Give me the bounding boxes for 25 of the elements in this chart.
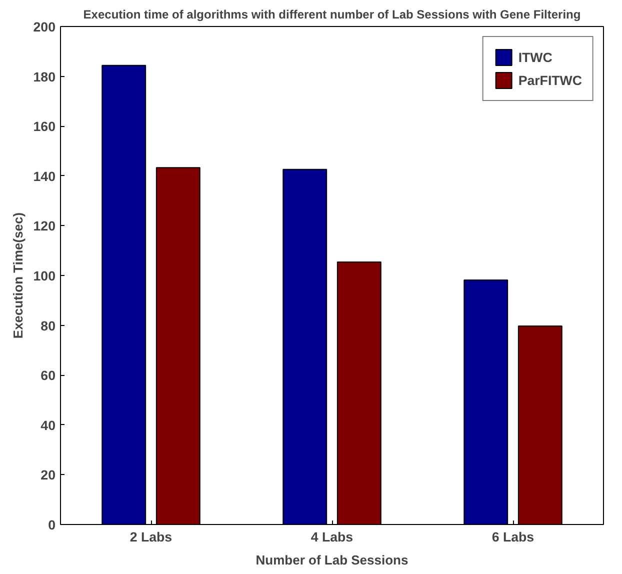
y-tick-label: 40 [40,418,56,433]
y-tick-label: 160 [33,119,56,134]
legend-label: ITWC [518,50,552,64]
y-tick-label: 60 [40,368,56,384]
y-tick-label: 100 [33,268,56,284]
bar [282,168,328,524]
y-tick-label: 140 [33,168,56,184]
x-tick-label: 6 Labs [492,530,534,544]
bar [102,64,146,524]
y-tick-label: 80 [40,318,56,334]
x-axis-title: Number of Lab Sessions [256,552,408,568]
bar [156,167,200,524]
bar [336,262,382,524]
legend-label: ParFITWC [518,72,582,88]
y-tick-label: 120 [33,218,56,234]
y-tick-label: 20 [40,468,56,483]
y-tick-label: 200 [33,20,56,34]
bar [464,279,508,524]
y-tick-label: 0 [48,518,56,532]
x-tick-label: 2 Labs [130,530,172,544]
y-tick-label: 180 [33,69,56,84]
y-axis-title: Execution Time(sec) [10,212,26,339]
bar [518,326,562,524]
x-tick-label: 4 Labs [310,530,354,544]
chart-title: Execution time of algorithms with different number of Lab Sessions with Gene Filtering [83,8,581,22]
